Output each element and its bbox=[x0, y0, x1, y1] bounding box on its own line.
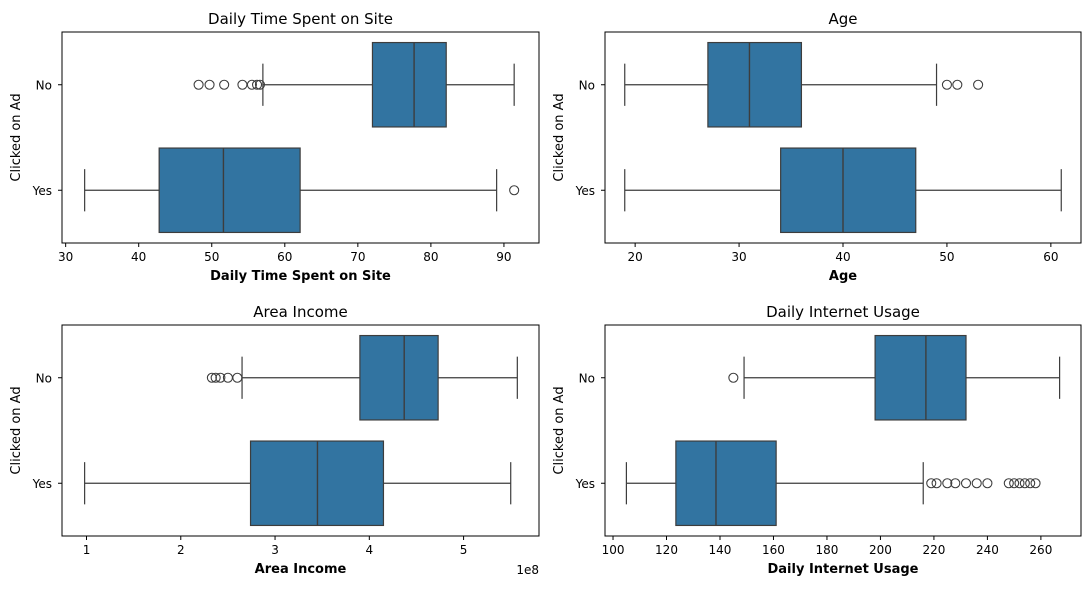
plot-frame bbox=[61, 324, 540, 537]
subplot-title: Area Income bbox=[253, 303, 347, 321]
x-tick-label: 120 bbox=[655, 543, 678, 557]
x-tick-label: 260 bbox=[1029, 543, 1052, 557]
plot-frame bbox=[604, 324, 1082, 537]
outlier-point bbox=[1019, 478, 1030, 489]
box-no bbox=[624, 41, 984, 128]
outlier-point bbox=[941, 79, 952, 90]
box-iqr bbox=[707, 41, 803, 128]
box-no bbox=[206, 334, 518, 421]
box-iqr bbox=[780, 147, 917, 234]
outlier-point bbox=[950, 478, 961, 489]
y-tick-label: No bbox=[36, 78, 52, 92]
subplot-3: Area Income 1 2 3 4 5 No Yes Area Income Clicked … bbox=[9, 303, 540, 577]
outlier-point bbox=[1025, 478, 1036, 489]
outlier-point bbox=[728, 372, 739, 383]
box-iqr bbox=[359, 334, 439, 421]
box-iqr bbox=[874, 334, 967, 421]
outlier-point bbox=[1009, 478, 1020, 489]
x-tick-label: 40 bbox=[835, 250, 850, 264]
x-tick-label: 180 bbox=[816, 543, 839, 557]
outlier-point bbox=[1014, 478, 1025, 489]
x-axis-label: Daily Time Spent on Site bbox=[210, 269, 391, 284]
outlier-point bbox=[246, 79, 257, 90]
x-tick-label: 1 bbox=[83, 543, 91, 557]
x-tick-label: 5 bbox=[460, 543, 468, 557]
x-tick-label: 90 bbox=[496, 250, 511, 264]
x-axis-label: Age bbox=[829, 269, 857, 284]
y-axis-label: Clicked on Ad bbox=[9, 93, 24, 181]
x-tick-label: 4 bbox=[365, 543, 373, 557]
outlier-point bbox=[219, 79, 230, 90]
x-tick-label: 200 bbox=[869, 543, 892, 557]
box-yes bbox=[625, 440, 1041, 527]
outlier-point bbox=[210, 372, 221, 383]
box-yes bbox=[84, 147, 520, 234]
outlier-point bbox=[973, 79, 984, 90]
box-yes bbox=[624, 147, 1062, 234]
x-tick-label: 140 bbox=[709, 543, 732, 557]
outlier-point bbox=[204, 79, 215, 90]
x-offset-text: 1e8 bbox=[516, 563, 539, 577]
outlier-point bbox=[971, 478, 982, 489]
x-tick-label: 60 bbox=[277, 250, 292, 264]
y-tick-label: Yes bbox=[32, 477, 52, 491]
box-no bbox=[728, 334, 1061, 421]
y-axis-label: Clicked on Ad bbox=[552, 386, 567, 474]
x-tick-label: 50 bbox=[939, 250, 954, 264]
box-no bbox=[193, 41, 515, 128]
outlier-point bbox=[254, 79, 266, 90]
outlier-point bbox=[942, 478, 953, 489]
subplot-title: Daily Internet Usage bbox=[766, 303, 920, 321]
outlier-point bbox=[960, 478, 972, 489]
outlier-point bbox=[251, 79, 263, 90]
subplot-1: Daily Time Spent on Site 30 40 50 60 70 80 90 No… bbox=[9, 10, 540, 284]
outlier-point bbox=[931, 478, 942, 489]
x-tick-label: 50 bbox=[204, 250, 219, 264]
x-tick-label: 240 bbox=[976, 543, 999, 557]
outlier-point bbox=[237, 79, 248, 90]
outlier-point bbox=[1030, 478, 1041, 489]
subplot-2: Age 20 30 40 50 60 No Yes Age Clicked on Ad bbox=[552, 10, 1082, 284]
plot-frame bbox=[61, 31, 540, 244]
y-tick-label: Yes bbox=[575, 477, 595, 491]
y-tick-label: No bbox=[579, 78, 595, 92]
outlier-point bbox=[952, 79, 963, 90]
outlier-point bbox=[926, 478, 937, 489]
outlier-point bbox=[232, 372, 243, 383]
y-tick-label: Yes bbox=[575, 184, 595, 198]
x-tick-label: 160 bbox=[762, 543, 785, 557]
y-tick-label: Yes bbox=[32, 184, 52, 198]
x-tick-label: 40 bbox=[131, 250, 146, 264]
x-tick-label: 30 bbox=[58, 250, 73, 264]
subplot-title: Daily Time Spent on Site bbox=[208, 10, 393, 28]
x-tick-label: 220 bbox=[922, 543, 945, 557]
outlier-point bbox=[193, 79, 204, 90]
x-tick-label: 100 bbox=[602, 543, 625, 557]
y-tick-label: No bbox=[579, 371, 595, 385]
outlier-point bbox=[1003, 478, 1014, 489]
y-axis-label: Clicked on Ad bbox=[9, 386, 24, 474]
x-tick-label: 20 bbox=[627, 250, 642, 264]
outlier-point bbox=[982, 478, 993, 489]
outlier-point bbox=[215, 372, 226, 383]
y-axis-label: Clicked on Ad bbox=[552, 93, 567, 181]
subplot-4: Daily Internet Usage 100 120 140 160 180 200 22… bbox=[552, 303, 1082, 577]
y-tick-label: No bbox=[36, 371, 52, 385]
outlier-point bbox=[509, 185, 520, 196]
box-iqr bbox=[158, 147, 301, 234]
x-tick-label: 3 bbox=[271, 543, 279, 557]
x-tick-label: 60 bbox=[1043, 250, 1058, 264]
box-yes bbox=[84, 440, 512, 527]
x-tick-label: 80 bbox=[423, 250, 438, 264]
subplot-title: Age bbox=[828, 10, 857, 28]
box-iqr bbox=[371, 41, 447, 128]
x-tick-label: 70 bbox=[350, 250, 365, 264]
x-axis-label: Area Income bbox=[255, 562, 347, 577]
x-tick-label: 30 bbox=[731, 250, 746, 264]
x-tick-label: 2 bbox=[177, 543, 185, 557]
x-axis-label: Daily Internet Usage bbox=[767, 562, 918, 577]
box-iqr bbox=[675, 440, 777, 527]
